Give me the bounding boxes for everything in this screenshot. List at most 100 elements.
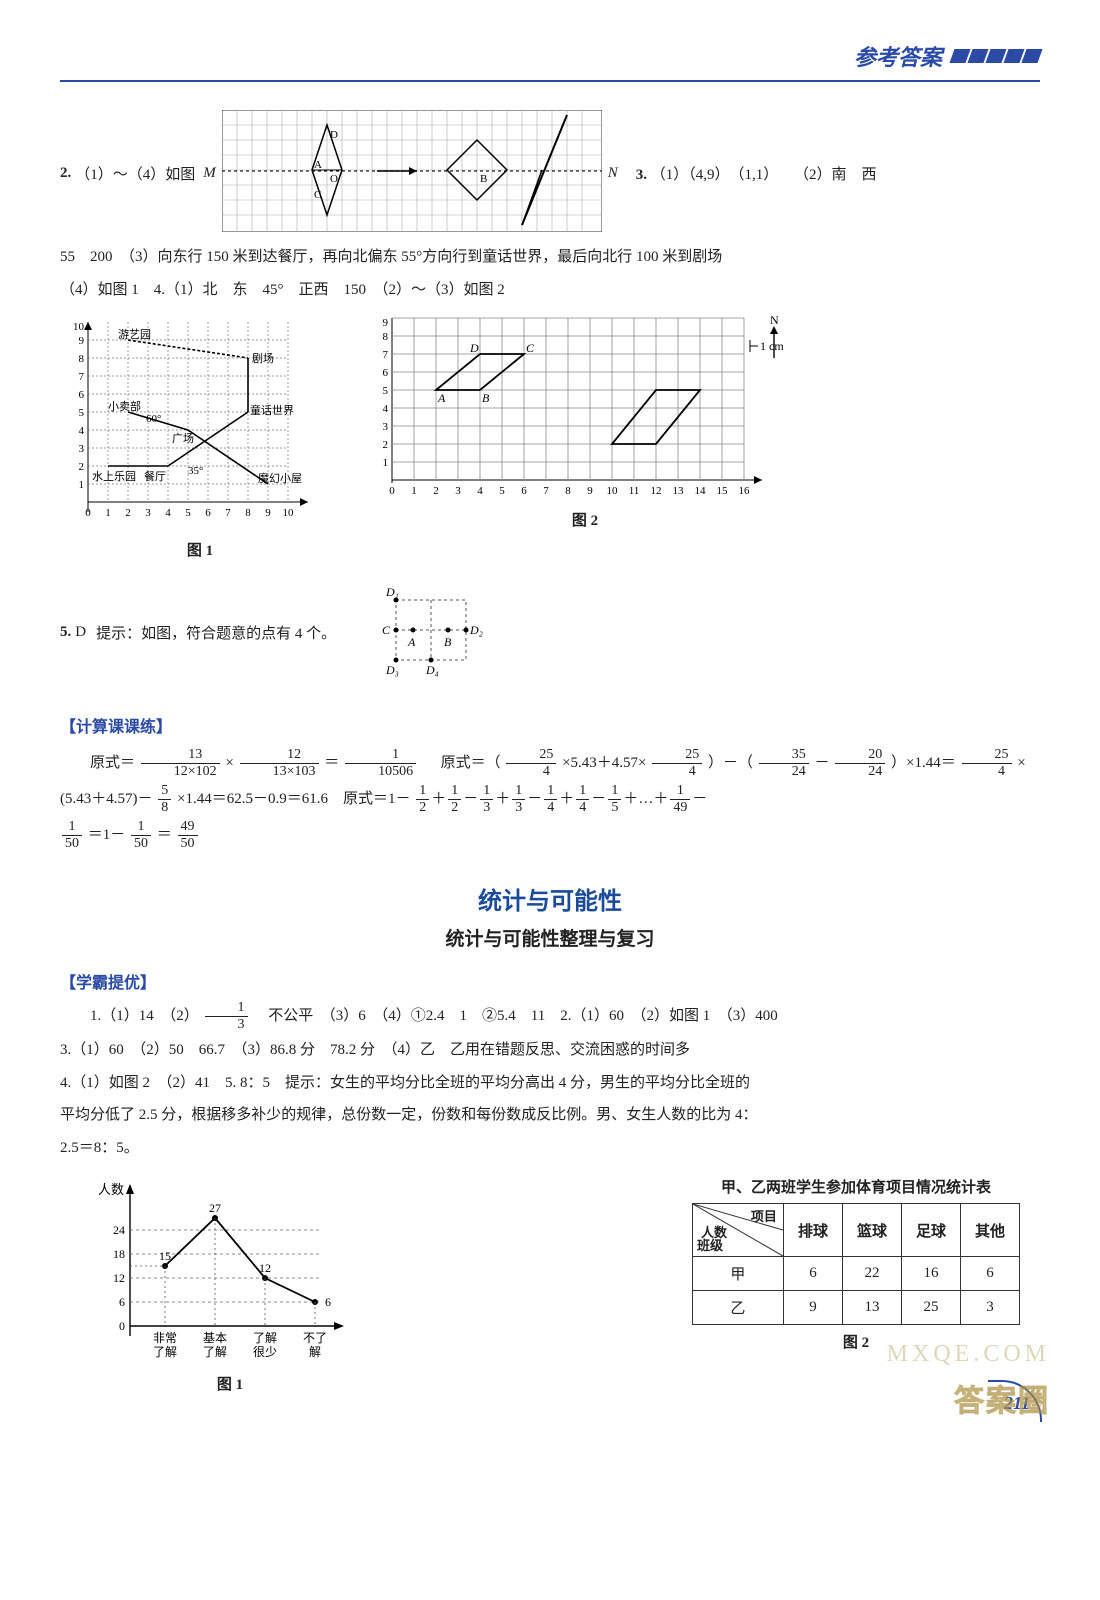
q5-row: 5. D 提示：如图，符合题意的点有 4 个。 D₁ C: [60, 570, 1040, 695]
svg-text:1: 1: [105, 507, 111, 519]
svg-text:了解: 了解: [253, 1331, 277, 1345]
svg-text:7: 7: [225, 507, 231, 519]
svg-text:12: 12: [651, 485, 662, 497]
svg-text:了解: 了解: [203, 1345, 227, 1359]
svg-text:了解: 了解: [153, 1345, 177, 1359]
svg-text:N: N: [770, 313, 779, 327]
svg-text:0: 0: [389, 485, 395, 497]
answer-line-3: （4）如图 1 4.（1）北 东 45° 正西 150 （2）～（3）如图 2: [60, 276, 1040, 305]
fig2-label: 图 2: [370, 509, 800, 530]
svg-text:水上乐园: 水上乐园: [92, 470, 136, 483]
svg-text:广场: 广场: [172, 431, 194, 445]
svg-text:8: 8: [383, 331, 389, 343]
svg-text:35°: 35°: [188, 465, 203, 477]
table-row: 甲 6 22 16 6: [692, 1257, 1019, 1291]
svg-text:11: 11: [629, 485, 640, 497]
svg-text:7: 7: [543, 485, 549, 497]
q5-diagram: D₁ C D₂ A B D₃ D₄: [356, 570, 516, 695]
q2-num: 2.: [60, 165, 71, 182]
chapter-subtitle: 统计与可能性整理与复习: [60, 924, 1040, 951]
header-rule: [60, 80, 1040, 82]
calc-seq: 12＋12－13＋13－14＋14－15＋…＋149－: [414, 791, 707, 807]
q3-num: 3.: [636, 167, 647, 183]
calc-line1: 原式＝ 1312×102 × 1213×103 ＝ 110506 原式＝（ 25…: [60, 745, 1040, 781]
svg-text:2: 2: [433, 485, 439, 497]
stats-l5: 2.5＝8：5。: [60, 1134, 1040, 1163]
svg-text:D: D: [330, 129, 338, 141]
svg-text:4: 4: [383, 403, 389, 415]
svg-text:4: 4: [79, 425, 85, 437]
svg-text:B: B: [444, 635, 452, 649]
svg-text:18: 18: [113, 1247, 125, 1261]
xueba-title: 【学霸提优】: [60, 969, 1040, 993]
svg-text:不了: 不了: [303, 1331, 327, 1345]
calc-section-title: 【计算课课练】: [60, 713, 1040, 737]
svg-text:9: 9: [383, 317, 389, 329]
q5-num: 5.: [60, 624, 71, 641]
svg-text:12: 12: [113, 1271, 125, 1285]
svg-text:很少: 很少: [253, 1345, 277, 1359]
svg-text:9: 9: [587, 485, 593, 497]
svg-text:9: 9: [79, 335, 85, 347]
svg-text:4: 4: [165, 507, 171, 519]
svg-text:人数: 人数: [98, 1182, 124, 1197]
svg-text:A: A: [407, 635, 416, 649]
svg-text:6: 6: [205, 507, 211, 519]
svg-text:3: 3: [383, 421, 389, 433]
svg-text:D: D: [469, 341, 479, 355]
svg-text:5: 5: [185, 507, 191, 519]
svg-text:3: 3: [145, 507, 151, 519]
svg-text:0: 0: [85, 507, 91, 519]
svg-text:小卖部: 小卖部: [108, 399, 141, 413]
svg-text:2: 2: [125, 507, 131, 519]
svg-text:2: 2: [383, 439, 389, 451]
svg-text:D₃: D₃: [385, 663, 399, 677]
watermark: 答案圈: [954, 1376, 1050, 1420]
svg-text:C: C: [526, 341, 535, 355]
svg-text:6: 6: [383, 367, 389, 379]
col-2: 足球: [901, 1204, 960, 1257]
fig-row: 012 345 678 910 123 456 789 10 游艺园: [60, 312, 1040, 560]
svg-text:5: 5: [499, 485, 505, 497]
svg-text:C: C: [382, 623, 391, 637]
col-0: 排球: [783, 1204, 842, 1257]
svg-text:B: B: [482, 391, 490, 405]
svg-text:解: 解: [309, 1345, 321, 1359]
svg-text:3: 3: [79, 443, 85, 455]
calc-block: 原式＝ 1312×102 × 1213×103 ＝ 110506 原式＝（ 25…: [60, 745, 1040, 853]
fig1-wrap: 012 345 678 910 123 456 789 10 游艺园: [60, 312, 340, 560]
chapter-title: 统计与可能性: [60, 881, 1040, 916]
svg-text:4: 4: [477, 485, 483, 497]
stats-l4: 平均分低了 2.5 分，根据移多补少的规律，总份数一定，份数和每份数成反比例。男…: [60, 1101, 1040, 1130]
svg-text:A: A: [437, 391, 446, 405]
barchart-wrap: 06 1218 24 人数: [90, 1176, 370, 1394]
svg-text:剧场: 剧场: [252, 351, 274, 365]
svg-text:6: 6: [119, 1295, 125, 1309]
q5-ans: D: [75, 624, 86, 641]
stats-l3: 4.（1）如图 2 （2）41 5. 8：5 提示：女生的平均分比全班的平均分高…: [60, 1069, 1040, 1098]
stats-l1: 1.（1）14 （2） 13 不公平 （3）6 （4）①2.4 1 ②5.4 1…: [60, 1001, 1040, 1032]
q5-hint: 提示：如图，符合题意的点有 4 个。: [96, 622, 336, 643]
svg-text:10: 10: [607, 485, 619, 497]
svg-text:C: C: [314, 189, 321, 201]
q2-row: 2. （1）～（4）如图 M: [60, 110, 1040, 237]
table-header-row: 项目 人数 班级 排球 篮球 足球 其他: [692, 1204, 1019, 1257]
fig2-wrap: A B C D 012 345 678 91011 121314 1516: [370, 312, 800, 530]
calc-line3: 150 ＝1－ 150 ＝ 4950: [60, 817, 1040, 853]
svg-text:14: 14: [695, 485, 707, 497]
svg-text:B: B: [480, 173, 487, 185]
svg-text:3: 3: [455, 485, 461, 497]
svg-text:D₂: D₂: [469, 623, 483, 637]
q3-part1: （1）（4,9） （1,1）: [651, 167, 779, 183]
svg-text:D₄: D₄: [425, 663, 439, 677]
stats-l2: 3.（1）60 （2）50 66.7 （3）86.8 分 78.2 分 （4）乙…: [60, 1036, 1040, 1065]
svg-text:游艺园: 游艺园: [118, 328, 151, 341]
svg-text:魔幻小屋: 魔幻小屋: [258, 471, 302, 485]
svg-text:10: 10: [283, 507, 295, 519]
svg-text:7: 7: [383, 349, 389, 361]
svg-text:13: 13: [673, 485, 685, 497]
svg-text:餐厅: 餐厅: [144, 469, 166, 483]
svg-text:15: 15: [159, 1249, 171, 1263]
svg-text:非常: 非常: [153, 1331, 177, 1345]
header-decor: [949, 49, 1042, 63]
